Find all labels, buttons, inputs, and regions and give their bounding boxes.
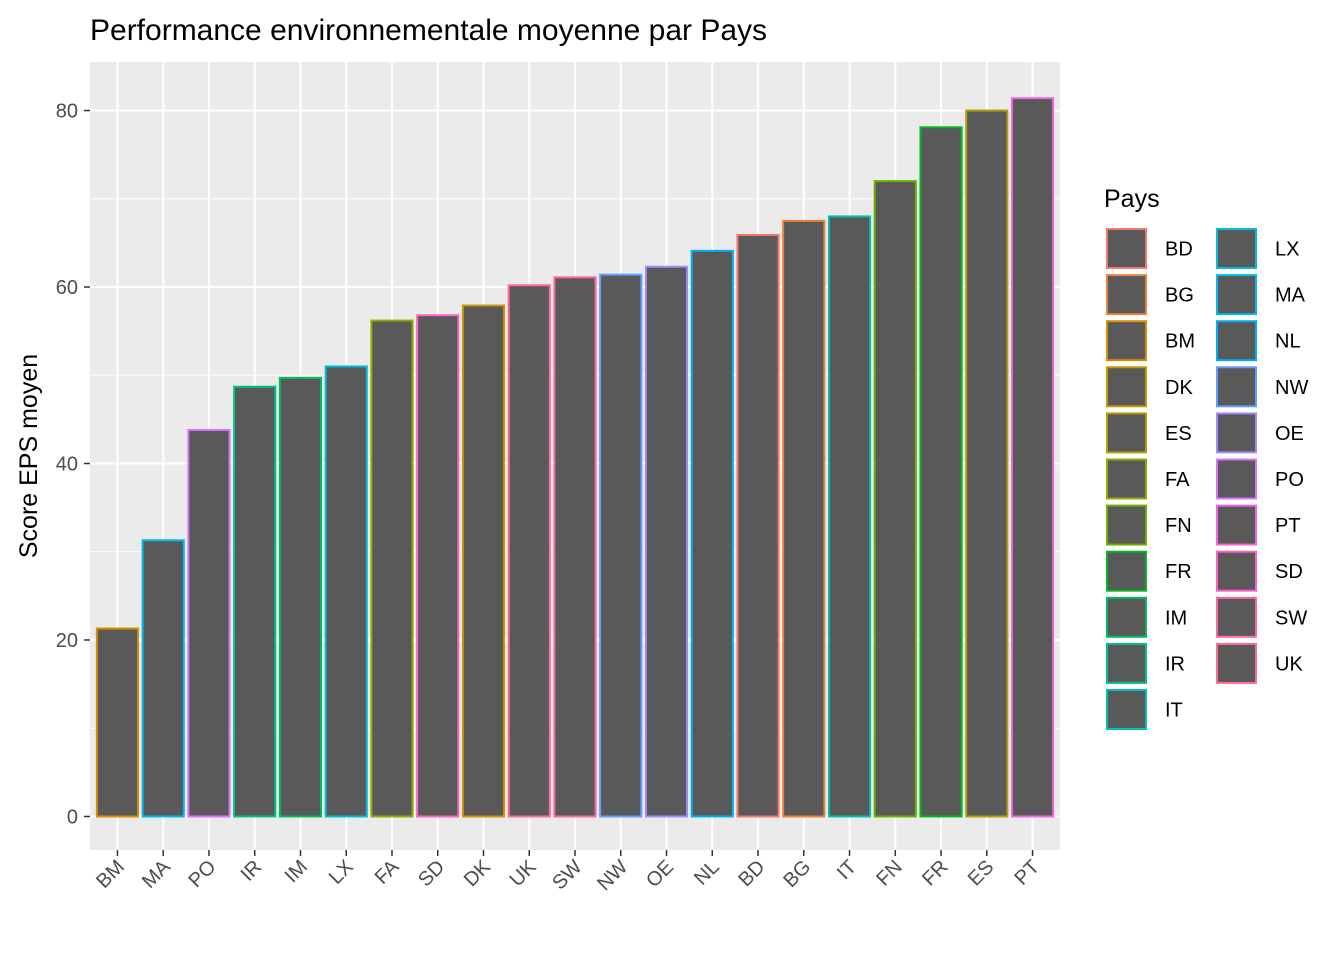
legend-label-pt: PT bbox=[1275, 515, 1301, 537]
x-tick-label: LX bbox=[325, 856, 358, 889]
legend-key-it bbox=[1106, 689, 1147, 730]
legend-key-pt bbox=[1216, 504, 1257, 546]
x-tick-label: DK bbox=[460, 856, 496, 892]
x-tick-label: ES bbox=[964, 856, 998, 890]
legend-label-nl: NL bbox=[1275, 331, 1301, 353]
legend-label-sd: SD bbox=[1275, 561, 1303, 583]
bar-ir bbox=[233, 385, 277, 818]
y-axis-title: Score EPS moyen bbox=[15, 354, 43, 558]
legend-label-oe: OE bbox=[1275, 423, 1304, 445]
y-tick-label: 0 bbox=[67, 806, 78, 828]
y-tick-label: 40 bbox=[56, 454, 78, 476]
legend-label-fn: FN bbox=[1165, 515, 1192, 537]
bar-lx bbox=[324, 365, 368, 818]
x-tick-label: IR bbox=[237, 856, 267, 886]
bar-oe bbox=[644, 265, 689, 818]
bar-it bbox=[827, 215, 872, 818]
x-tick-label: SD bbox=[414, 856, 449, 891]
legend-key-es bbox=[1106, 412, 1147, 454]
legend-key-uk bbox=[1216, 642, 1257, 684]
legend-label-po: PO bbox=[1275, 469, 1304, 491]
legend-key-sd bbox=[1216, 550, 1257, 592]
legend-label-it: IT bbox=[1165, 700, 1183, 722]
bar-nl bbox=[690, 249, 734, 818]
legend-key-nl bbox=[1216, 320, 1257, 362]
x-tick-label: UK bbox=[506, 856, 542, 892]
x-tick-label: FA bbox=[371, 856, 404, 889]
bar-bd bbox=[736, 233, 780, 818]
x-axis: BM MA PO IR IM LX FA SD DK UK SW NW OE NL BD BG IT FN FR ES… bbox=[92, 850, 1044, 895]
legend-key-nw bbox=[1216, 366, 1257, 408]
legend-label-lx: LX bbox=[1275, 239, 1299, 261]
legend-key-dk bbox=[1106, 366, 1147, 408]
legend-title: Pays bbox=[1104, 185, 1160, 213]
bar-pt bbox=[1010, 97, 1055, 818]
x-tick-label: BG bbox=[779, 856, 815, 892]
bar-sd bbox=[416, 314, 460, 818]
legend: Pays BD BG BM DK ES FA FN FR IM IR IT LX MA NL NW OE PO P… bbox=[1104, 185, 1308, 730]
legend-label-im: IM bbox=[1165, 607, 1187, 629]
legend-key-oe bbox=[1216, 412, 1257, 454]
bar-dk bbox=[461, 304, 506, 818]
bar-ma bbox=[141, 539, 185, 818]
legend-label-es: ES bbox=[1165, 423, 1192, 445]
legend-label-uk: UK bbox=[1275, 653, 1303, 675]
legend-label-sw: SW bbox=[1275, 607, 1307, 629]
legend-label-ma: MA bbox=[1275, 285, 1306, 307]
bar-es bbox=[965, 109, 1009, 818]
y-tick-label: 80 bbox=[56, 101, 78, 123]
x-tick-label: NW bbox=[593, 856, 632, 895]
x-tick-label: OE bbox=[642, 856, 678, 892]
x-tick-label: MA bbox=[138, 856, 175, 893]
legend-key-bd bbox=[1106, 228, 1147, 269]
legend-label-fa: FA bbox=[1165, 469, 1190, 491]
x-tick-label: FN bbox=[872, 856, 906, 890]
x-tick-label: SW bbox=[548, 856, 586, 894]
legend-key-lx bbox=[1216, 228, 1257, 269]
x-tick-label: IT bbox=[833, 856, 861, 884]
legend-label-fr: FR bbox=[1165, 561, 1192, 583]
bar-fn bbox=[873, 180, 917, 818]
legend-label-dk: DK bbox=[1165, 377, 1193, 399]
y-axis: 0 20 40 60 80 bbox=[56, 101, 90, 828]
x-tick-label: BM bbox=[92, 856, 129, 893]
x-tick-label: BD bbox=[734, 856, 769, 891]
chart-title: Performance environnementale moyenne par… bbox=[90, 14, 767, 47]
bar-po bbox=[187, 428, 231, 818]
legend-label-bm: BM bbox=[1165, 331, 1195, 353]
legend-key-ma bbox=[1216, 274, 1257, 316]
bar-bg bbox=[782, 219, 826, 818]
legend-label-bg: BG bbox=[1165, 285, 1194, 307]
legend-key-fa bbox=[1106, 458, 1147, 500]
legend-label-nw: NW bbox=[1275, 377, 1308, 399]
legend-key-po bbox=[1216, 458, 1257, 500]
bar-bm bbox=[95, 627, 140, 818]
legend-key-im bbox=[1106, 596, 1147, 638]
bar-fa bbox=[370, 319, 414, 818]
bar-fr bbox=[919, 126, 963, 818]
legend-label-bd: BD bbox=[1165, 239, 1193, 261]
bar-uk bbox=[507, 284, 551, 818]
bar-nw bbox=[599, 273, 643, 818]
bar-im bbox=[278, 376, 323, 818]
x-tick-label: PT bbox=[1010, 856, 1044, 890]
x-tick-label: FR bbox=[918, 856, 952, 890]
y-tick-label: 20 bbox=[56, 630, 78, 652]
legend-key-bm bbox=[1106, 320, 1147, 362]
legend-key-fr bbox=[1106, 550, 1147, 592]
legend-key-sw bbox=[1216, 596, 1257, 638]
y-tick-label: 60 bbox=[56, 277, 78, 299]
bars bbox=[95, 97, 1055, 818]
legend-key-fn bbox=[1106, 504, 1147, 546]
x-tick-label: IM bbox=[281, 856, 312, 887]
bar-sw bbox=[553, 276, 597, 818]
legend-label-ir: IR bbox=[1165, 653, 1185, 675]
x-tick-label: PO bbox=[185, 856, 221, 892]
x-tick-label: NL bbox=[690, 856, 724, 890]
legend-key-bg bbox=[1106, 274, 1147, 316]
legend-key-ir bbox=[1106, 642, 1147, 684]
